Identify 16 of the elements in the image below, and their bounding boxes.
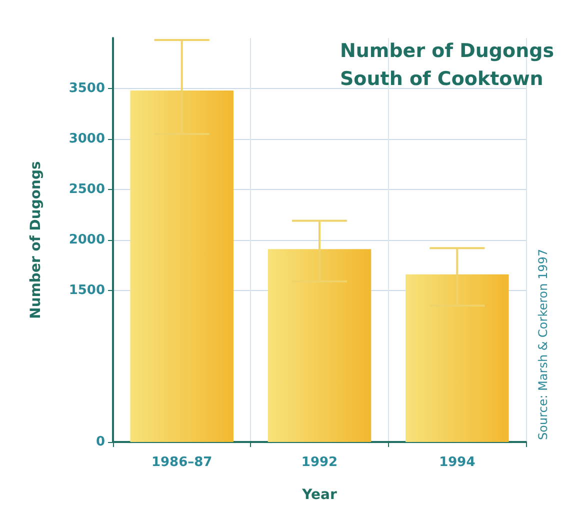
y-tick-label: 0	[96, 434, 105, 450]
y-tick-label: 3000	[68, 132, 105, 146]
y-tick-label: 3500	[68, 81, 105, 96]
bar	[406, 274, 509, 442]
y-tick-label: 1500	[68, 283, 105, 298]
y-tick-label: 2500	[68, 182, 105, 197]
x-tick-label: 1994	[439, 455, 476, 470]
x-axis-title: Year	[301, 487, 337, 503]
x-tick-label: 1992	[301, 455, 338, 470]
x-tick-label: 1986–87	[151, 455, 212, 470]
text: Number of Dugongs South of Cooktown	[340, 40, 554, 90]
source-note: Source: Marsh & Corkeron 1997	[536, 248, 550, 440]
bar	[268, 249, 372, 442]
y-tick-label: 2000	[68, 232, 105, 248]
y-axis-title: Number of Dugongs	[28, 161, 44, 319]
bar	[130, 90, 234, 442]
